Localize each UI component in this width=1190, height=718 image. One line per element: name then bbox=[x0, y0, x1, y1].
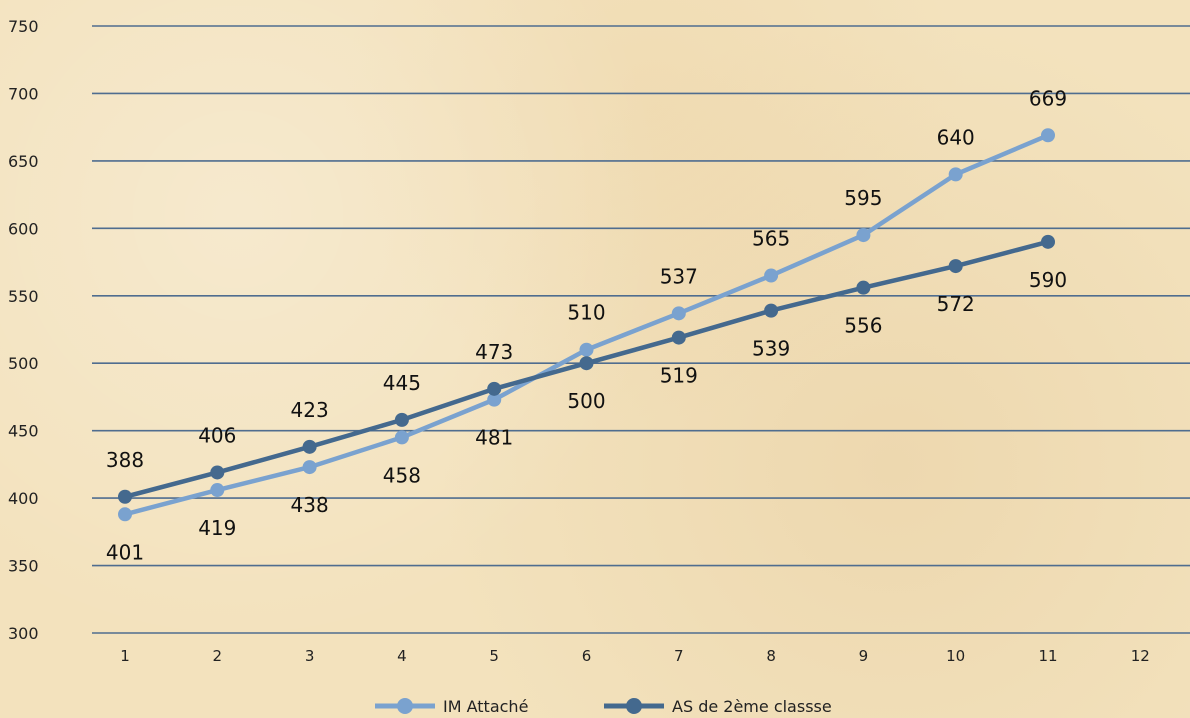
data-label: 565 bbox=[752, 227, 790, 251]
x-tick-label: 1 bbox=[120, 647, 130, 665]
data-point bbox=[948, 167, 963, 182]
data-label: 481 bbox=[475, 426, 513, 450]
y-tick-label: 750 bbox=[8, 17, 39, 36]
data-label: 556 bbox=[844, 314, 882, 338]
data-label: 572 bbox=[937, 292, 975, 316]
y-tick-label: 700 bbox=[8, 84, 39, 103]
y-tick-label: 650 bbox=[8, 152, 39, 171]
y-tick-label: 500 bbox=[8, 354, 39, 373]
x-tick-label: 2 bbox=[213, 647, 223, 665]
data-label: 388 bbox=[106, 448, 144, 472]
legend-swatch-marker bbox=[397, 698, 413, 714]
data-point bbox=[1041, 234, 1055, 249]
x-tick-label: 7 bbox=[674, 647, 684, 665]
x-tick-label: 5 bbox=[489, 647, 499, 665]
data-label: 423 bbox=[291, 398, 329, 422]
data-point bbox=[579, 356, 594, 371]
data-label: 537 bbox=[660, 264, 698, 288]
data-label: 640 bbox=[937, 125, 975, 149]
legend-label: AS de 2ème classse bbox=[672, 697, 832, 716]
data-label: 500 bbox=[567, 389, 605, 413]
x-axis: 1 2 3 4 5 6 7 8 9 10 11 12 bbox=[120, 647, 1150, 665]
x-tick-label: 4 bbox=[397, 647, 407, 665]
data-label: 458 bbox=[383, 463, 421, 487]
data-label: 473 bbox=[475, 340, 513, 364]
x-tick-label: 10 bbox=[946, 647, 965, 665]
data-label: 539 bbox=[752, 337, 790, 361]
y-axis: 300 350 400 450 500 550 600 650 700 750 bbox=[8, 17, 39, 643]
x-tick-label: 9 bbox=[859, 647, 869, 665]
y-tick-label: 300 bbox=[8, 624, 39, 643]
x-tick-label: 12 bbox=[1131, 647, 1150, 665]
data-point bbox=[856, 228, 871, 243]
x-tick-label: 8 bbox=[766, 647, 776, 665]
data-point bbox=[487, 381, 502, 396]
legend-label: IM Attaché bbox=[443, 697, 528, 716]
data-point bbox=[394, 412, 409, 427]
data-label: 401 bbox=[106, 540, 144, 564]
y-tick-label: 450 bbox=[8, 422, 39, 441]
data-point bbox=[856, 280, 871, 295]
y-tick-label: 550 bbox=[8, 287, 39, 306]
data-label: 519 bbox=[660, 364, 698, 388]
data-point bbox=[118, 507, 132, 522]
data-point bbox=[487, 392, 502, 407]
x-tick-label: 6 bbox=[582, 647, 592, 665]
data-label: 590 bbox=[1029, 268, 1067, 292]
data-point bbox=[118, 489, 132, 504]
data-label: 669 bbox=[1029, 86, 1067, 110]
x-tick-label: 11 bbox=[1038, 647, 1057, 665]
data-point bbox=[1041, 128, 1055, 143]
data-point bbox=[764, 303, 779, 318]
data-label: 595 bbox=[844, 186, 882, 210]
x-tick-label: 3 bbox=[305, 647, 315, 665]
data-label: 438 bbox=[291, 493, 329, 517]
data-point bbox=[210, 483, 225, 498]
series-group bbox=[118, 128, 1055, 522]
data-point bbox=[210, 465, 225, 480]
data-point bbox=[948, 259, 963, 274]
data-point bbox=[579, 342, 594, 357]
y-tick-label: 400 bbox=[8, 489, 39, 508]
data-point bbox=[671, 306, 686, 321]
legend: IM Attaché AS de 2ème classse bbox=[375, 697, 832, 716]
data-point bbox=[671, 330, 686, 345]
data-labels: 401 419 438 458 481 510 537 565 595 640 669 388 406 4… bbox=[106, 86, 1067, 564]
data-label: 445 bbox=[383, 371, 421, 395]
data-label: 419 bbox=[198, 516, 236, 540]
data-point bbox=[302, 460, 317, 475]
data-label: 510 bbox=[567, 301, 605, 325]
data-label: 406 bbox=[198, 423, 236, 447]
gridlines bbox=[92, 25, 1190, 634]
data-point bbox=[764, 268, 779, 283]
legend-swatch-marker bbox=[626, 698, 642, 714]
y-tick-label: 600 bbox=[8, 219, 39, 238]
y-tick-label: 350 bbox=[8, 557, 39, 576]
data-point bbox=[394, 430, 409, 445]
data-point bbox=[302, 439, 317, 454]
